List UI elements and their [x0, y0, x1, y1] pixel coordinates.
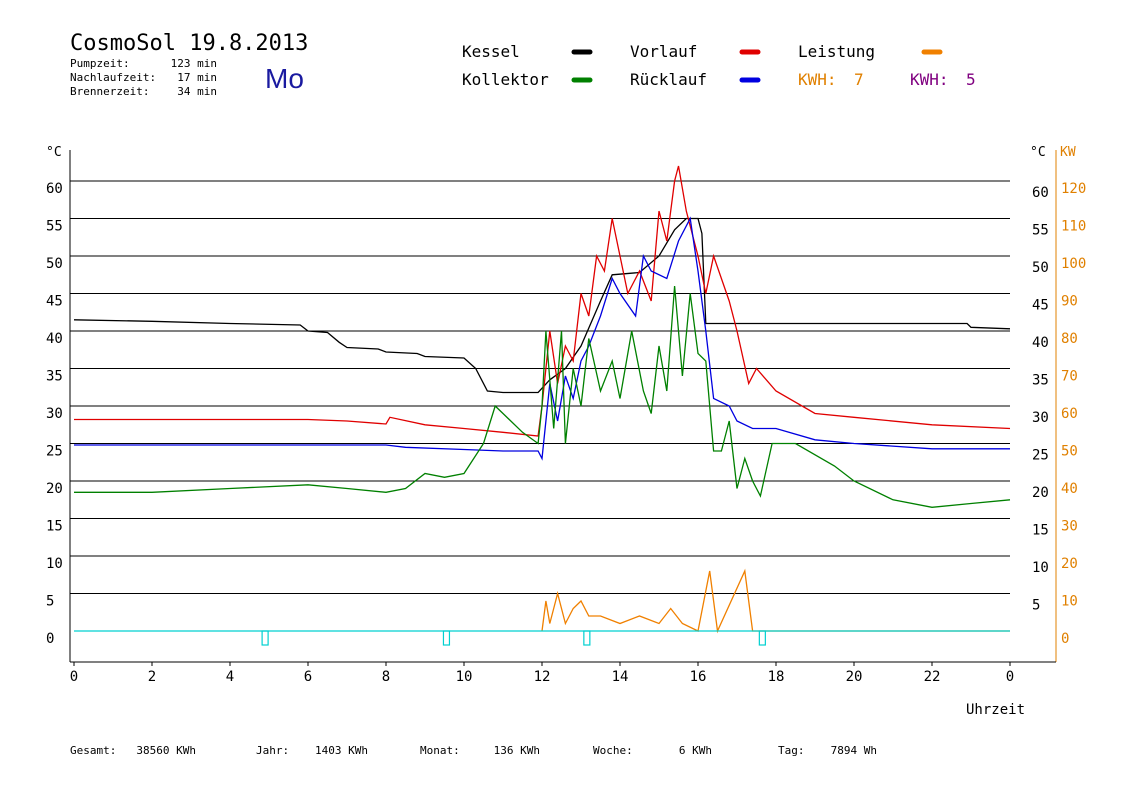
y-tick-left: 35: [46, 369, 63, 385]
pump-marker: [261, 630, 269, 646]
series-vorlauf: [74, 165, 1011, 437]
x-tick-label: 16: [690, 669, 707, 685]
y-tick-right: 25: [1032, 448, 1049, 464]
footer-value: 1403 KWh: [315, 744, 368, 757]
day-label: Mo: [265, 63, 304, 94]
y-tick-left: 60: [46, 181, 63, 197]
kwh-label: KWH:: [910, 70, 949, 89]
y-tick-left: 10: [46, 556, 63, 572]
pump-marker: [583, 630, 591, 646]
kwh-value: 5: [966, 70, 976, 89]
y-tick-right: 60: [1032, 185, 1049, 201]
series-kollektor: [74, 285, 1011, 508]
x-tick-label: 22: [924, 669, 941, 685]
stat-value: 17 min: [177, 71, 217, 84]
y-tick-left: 25: [46, 444, 63, 460]
x-tick-label: 14: [612, 669, 629, 685]
y-tick-kw: 50: [1061, 444, 1078, 460]
y-tick-right: 30: [1032, 410, 1049, 426]
y-right-kw-unit: KW: [1060, 145, 1076, 160]
x-tick-label: 4: [226, 669, 234, 685]
legend-label: Kessel: [462, 42, 520, 61]
y-tick-kw: 100: [1061, 256, 1086, 272]
legend-label: Kollektor: [462, 70, 549, 89]
axes: 0510152025303540455055605101520253035404…: [46, 150, 1086, 685]
stat-label: Nachlaufzeit:: [70, 71, 156, 84]
y-tick-right: 35: [1032, 373, 1049, 389]
footer-totals: Gesamt: 38560 KWh Jahr: 1403 KWh Monat: 136 K…: [70, 744, 877, 757]
y-tick-right: 45: [1032, 298, 1049, 314]
y-tick-right: 50: [1032, 260, 1049, 276]
legend-label: Leistung: [798, 42, 875, 61]
series-kessel: [73, 217, 1011, 394]
y-tick-left: 0: [46, 631, 54, 647]
footer-value: 38560 KWh: [136, 744, 196, 757]
y-tick-kw: 10: [1061, 594, 1078, 610]
y-tick-kw: 20: [1061, 556, 1078, 572]
y-tick-right: 5: [1032, 598, 1040, 614]
series-rücklauf: [74, 216, 1010, 461]
footer-value: 7894 Wh: [831, 744, 877, 757]
y-left-unit: °C: [46, 145, 62, 160]
stat-label: Brennerzeit:: [70, 85, 149, 98]
y-tick-kw: 70: [1061, 369, 1078, 385]
footer-label: Jahr:: [256, 744, 289, 757]
x-tick-label: 18: [768, 669, 785, 685]
y-tick-left: 50: [46, 256, 63, 272]
y-tick-kw: 40: [1061, 481, 1078, 497]
footer-value: 136 KWh: [494, 744, 540, 757]
pump-marker: [758, 630, 766, 646]
x-tick-label: 0: [1006, 669, 1014, 685]
y-tick-kw: 110: [1061, 219, 1086, 235]
y-tick-right: 40: [1032, 335, 1049, 351]
footer-label: Gesamt:: [70, 744, 116, 757]
x-tick-label: 2: [148, 669, 156, 685]
y-right-unit: °C: [1030, 145, 1046, 160]
legend-label: Vorlauf: [630, 42, 697, 61]
y-tick-left: 20: [46, 481, 63, 497]
x-tick-label: 0: [70, 669, 78, 685]
y-tick-left: 15: [46, 519, 63, 535]
y-tick-right: 20: [1032, 485, 1049, 501]
y-tick-left: 55: [46, 219, 63, 235]
x-tick-label: 12: [534, 669, 551, 685]
stat-value: 34 min: [177, 85, 217, 98]
stats-block: Pumpzeit: 123 min Nachlaufzeit: 17 min Brenn…: [70, 57, 217, 98]
y-tick-kw: 120: [1061, 181, 1086, 197]
stat-label: Pumpzeit:: [70, 57, 130, 70]
legend-label: Rücklauf: [630, 70, 707, 89]
series-group: [73, 165, 1011, 646]
footer-label: Monat:: [420, 744, 460, 757]
pump-marker: [442, 630, 451, 646]
footer-label: Woche:: [593, 744, 633, 757]
y-tick-left: 5: [46, 594, 54, 610]
series-leistung: [541, 568, 1010, 634]
y-tick-kw: 80: [1061, 331, 1078, 347]
x-tick-label: 20: [846, 669, 863, 685]
y-tick-left: 30: [46, 406, 63, 422]
y-tick-kw: 90: [1061, 294, 1078, 310]
grid: [70, 180, 1010, 594]
y-tick-left: 40: [46, 331, 63, 347]
y-tick-right: 55: [1032, 223, 1049, 239]
footer-label: Tag:: [778, 744, 805, 757]
x-tick-label: 6: [304, 669, 312, 685]
x-axis-label: Uhrzeit: [966, 702, 1025, 718]
y-tick-left: 45: [46, 294, 63, 310]
kwh-label: KWH:: [798, 70, 837, 89]
kwh-value: 7: [854, 70, 864, 89]
y-tick-kw: 60: [1061, 406, 1078, 422]
y-tick-kw: 30: [1061, 519, 1078, 535]
x-tick-label: 10: [456, 669, 473, 685]
legend: Kessel Vorlauf Leistung Kollektor Rücklauf KW…: [462, 42, 976, 89]
y-tick-kw: 0: [1061, 631, 1069, 647]
stat-value: 123 min: [171, 57, 217, 70]
chart-title: CosmoSol 19.8.2013: [70, 31, 308, 56]
x-tick-label: 8: [382, 669, 390, 685]
y-tick-right: 15: [1032, 523, 1049, 539]
footer-value: 6 KWh: [679, 744, 712, 757]
y-tick-right: 10: [1032, 560, 1049, 576]
